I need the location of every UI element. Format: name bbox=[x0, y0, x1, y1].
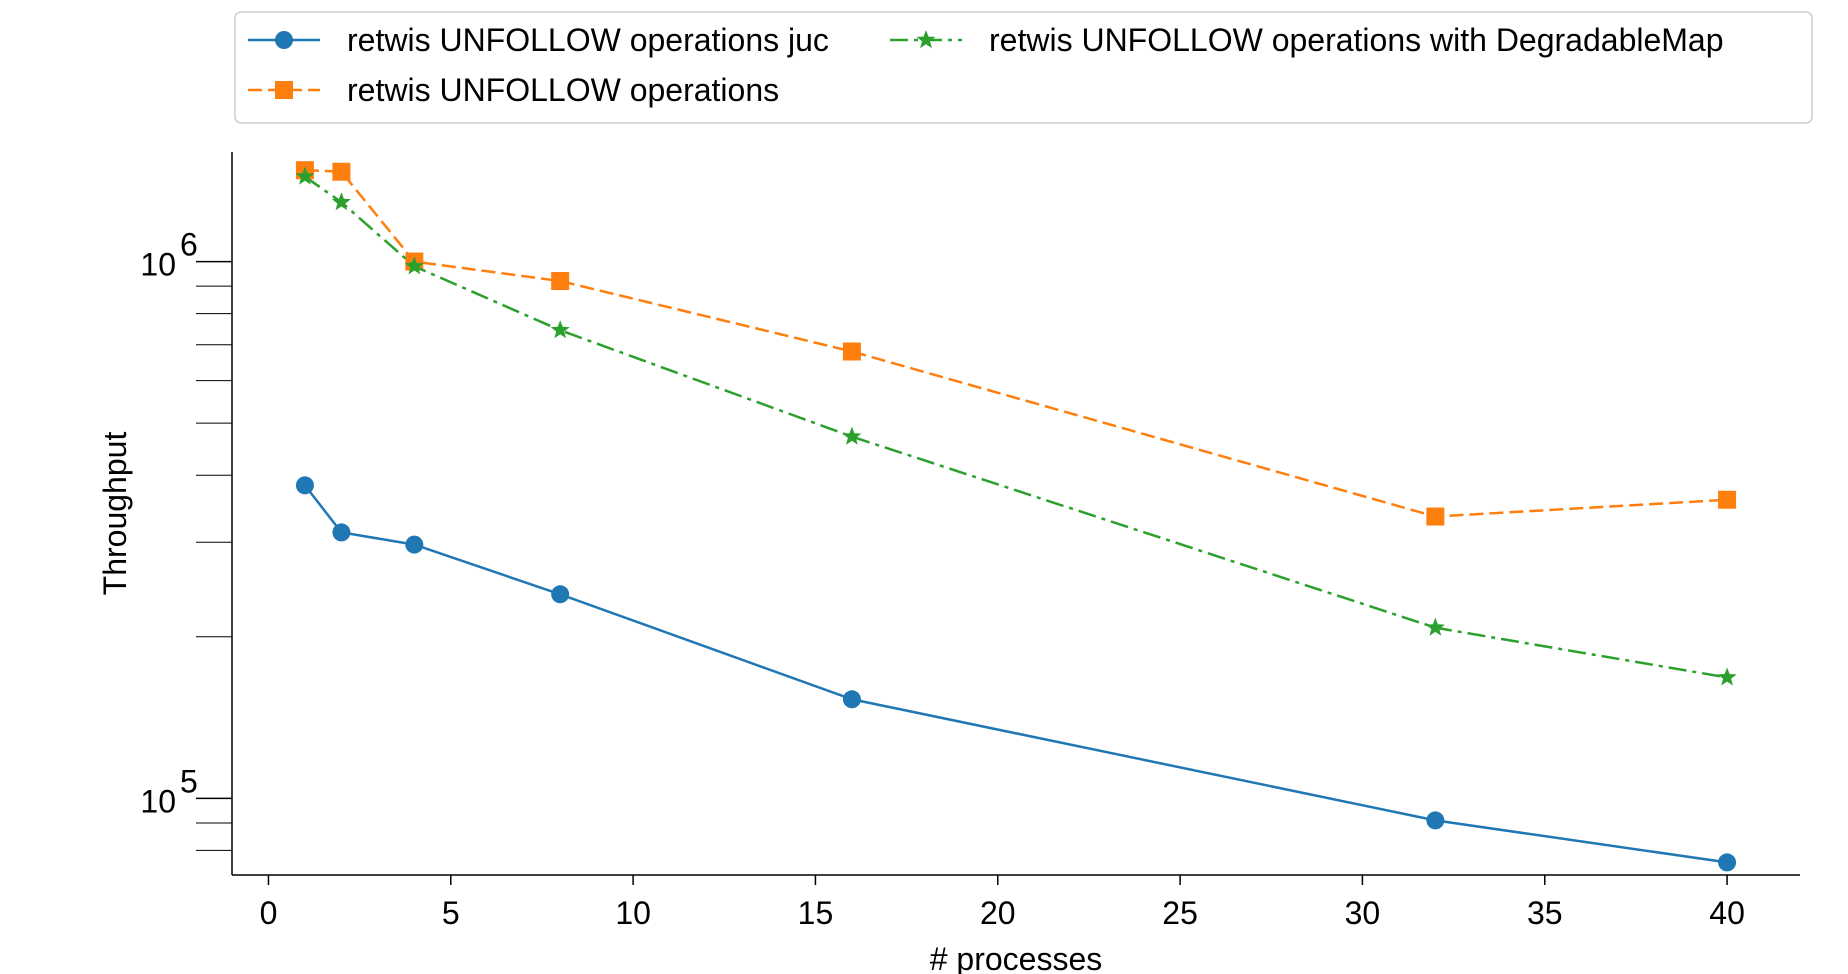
data-point bbox=[1425, 617, 1445, 636]
series-line bbox=[304, 175, 1728, 679]
data-point bbox=[295, 166, 315, 185]
data-point bbox=[1426, 811, 1445, 830]
y-tick-label: 10 bbox=[140, 247, 176, 283]
series-3 bbox=[295, 166, 1737, 686]
series-line bbox=[304, 168, 1728, 518]
legend-label: retwis UNFOLLOW operations with Degradab… bbox=[989, 22, 1724, 58]
legend-marker bbox=[275, 31, 293, 49]
x-tick-label: 0 bbox=[260, 895, 278, 931]
series-2 bbox=[295, 161, 1737, 526]
data-point bbox=[332, 523, 351, 542]
data-point bbox=[332, 162, 351, 181]
legend-box bbox=[234, 11, 1813, 124]
legend-label: retwis UNFOLLOW operations juc bbox=[347, 22, 829, 58]
x-tick-label: 20 bbox=[980, 895, 1016, 931]
data-point bbox=[1718, 853, 1737, 872]
series-area bbox=[295, 161, 1737, 872]
x-axis-title: # processes bbox=[930, 941, 1103, 974]
x-tick-label: 35 bbox=[1527, 895, 1563, 931]
legend-marker bbox=[275, 81, 293, 99]
legend-marker bbox=[916, 30, 936, 49]
data-point bbox=[842, 426, 862, 445]
data-point bbox=[842, 342, 861, 361]
data-point bbox=[1426, 507, 1445, 526]
data-point bbox=[405, 535, 424, 554]
y-tick-label-exponent: 5 bbox=[180, 763, 198, 799]
y-tick-label: 10 bbox=[140, 783, 176, 819]
x-tick-label: 5 bbox=[442, 895, 460, 931]
y-tick-label-exponent: 6 bbox=[180, 227, 198, 263]
data-point bbox=[1718, 490, 1737, 509]
data-point bbox=[842, 690, 861, 709]
data-point bbox=[331, 192, 351, 211]
x-tick-label: 25 bbox=[1162, 895, 1198, 931]
legend-label: retwis UNFOLLOW operations bbox=[347, 72, 779, 108]
data-point bbox=[1717, 667, 1737, 686]
x-tick-label: 15 bbox=[798, 895, 834, 931]
x-tick-label: 40 bbox=[1709, 895, 1745, 931]
legend-entry: retwis UNFOLLOW operations juc bbox=[248, 22, 829, 58]
y-axis-title: Throughput bbox=[97, 432, 133, 596]
series-line bbox=[303, 484, 1728, 864]
legend: retwis UNFOLLOW operations juc retwis UNF… bbox=[234, 11, 1813, 124]
data-point bbox=[404, 256, 424, 275]
data-point bbox=[551, 585, 570, 604]
x-tick-label: 30 bbox=[1345, 895, 1381, 931]
data-point bbox=[551, 272, 570, 291]
data-point bbox=[295, 476, 314, 495]
x-tick-label: 10 bbox=[615, 895, 651, 931]
legend-entry: retwis UNFOLLOW operations bbox=[248, 72, 779, 108]
series-1 bbox=[295, 476, 1737, 872]
legend-entry: retwis UNFOLLOW operations with Degradab… bbox=[890, 22, 1724, 58]
data-point bbox=[550, 320, 570, 339]
